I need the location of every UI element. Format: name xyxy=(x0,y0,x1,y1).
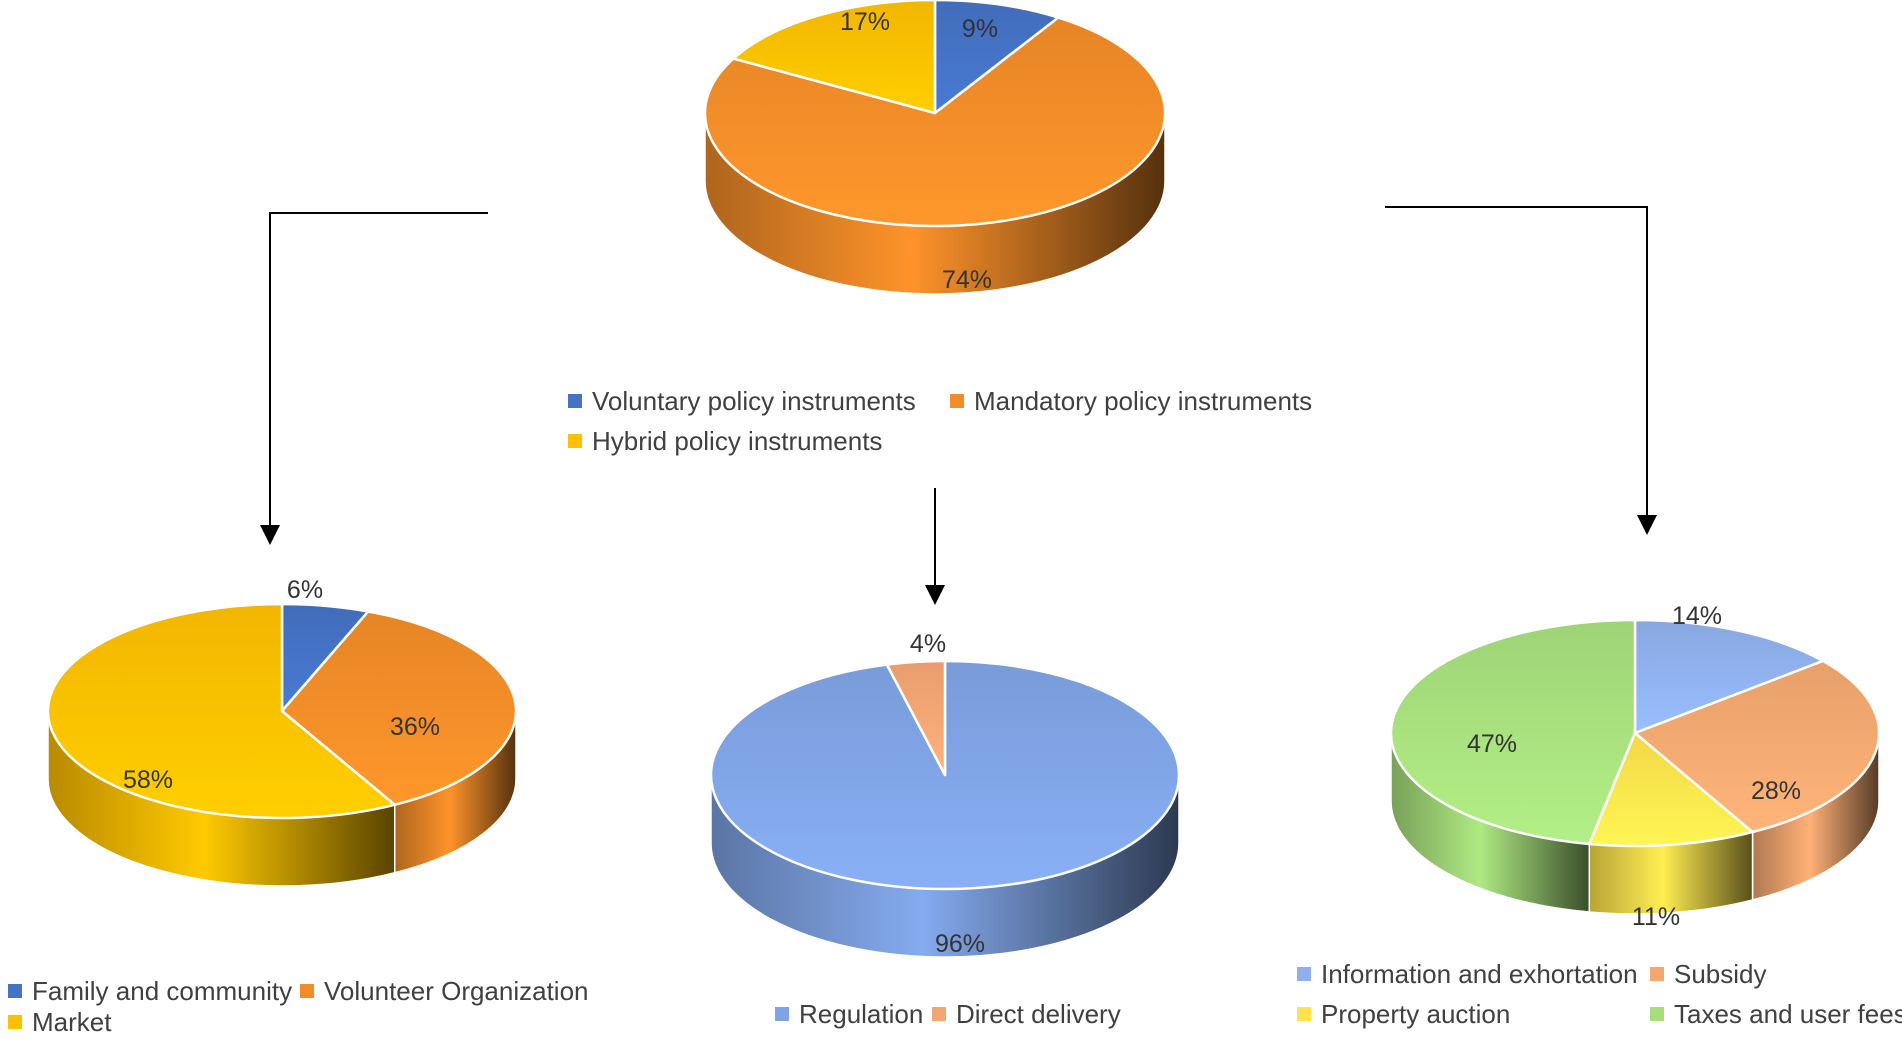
pie-top xyxy=(709,659,1181,891)
pie-slice-information-and-exhortation xyxy=(1633,618,1825,735)
legend-swatch-family-and-community xyxy=(8,984,22,998)
legend-swatch-property-auction xyxy=(1297,1007,1311,1021)
legend: Regulation Direct delivery xyxy=(775,999,1121,1029)
arrow-center-head xyxy=(925,585,945,605)
legend-swatch-volunteer-organization xyxy=(300,984,314,998)
legend: Information and exhortation Subsidy Proper… xyxy=(1297,959,1902,1029)
data-label-family-and-community: 6% xyxy=(287,576,323,604)
connector-arrows xyxy=(260,206,1657,605)
arrow-right xyxy=(1385,206,1648,515)
pie-slice-property-auction xyxy=(1588,731,1754,848)
data-label-mandatory-policy-instruments: 74% xyxy=(942,266,992,294)
data-label-voluntary-policy-instruments: 9% xyxy=(962,15,998,43)
legend-label-direct-delivery: Direct delivery xyxy=(956,999,1121,1029)
pie-slice-mandatory-policy-instruments xyxy=(703,16,1167,228)
legend-label-voluntary-policy-instruments: Voluntary policy instruments xyxy=(592,386,916,416)
pie-slice-subsidy xyxy=(1633,659,1881,834)
data-label-information-and-exhortation: 14% xyxy=(1672,602,1722,630)
legend-swatch-market xyxy=(8,1015,22,1029)
data-label-volunteer-organization: 36% xyxy=(390,713,440,741)
data-label-property-auction: 11% xyxy=(1632,903,1680,931)
data-label-hybrid-policy-instruments: 17% xyxy=(840,8,890,36)
pie-slice-voluntary-policy-instruments xyxy=(933,0,1060,115)
pie-slice-market xyxy=(46,602,396,820)
data-label-taxes-and-user-fees: 47% xyxy=(1467,730,1517,758)
pie-top xyxy=(46,602,518,820)
pie-side-walls xyxy=(1390,732,1880,915)
legend-label-subsidy: Subsidy xyxy=(1674,959,1767,989)
legend-label-volunteer-organization: Volunteer Organization xyxy=(324,976,589,1006)
pie-slice-taxes-and-user-fees xyxy=(1389,618,1637,846)
legend-swatch-voluntary-policy-instruments xyxy=(568,394,582,408)
data-label-subsidy: 28% xyxy=(1751,777,1801,805)
legend-swatch-subsidy xyxy=(1650,967,1664,981)
legend-label-mandatory-policy-instruments: Mandatory policy instruments xyxy=(974,386,1312,416)
pie-chart-mandatory: 96% 4% Regulation Direct delivery xyxy=(709,630,1181,1029)
legend-swatch-information-and-exhortation xyxy=(1297,967,1311,981)
data-label-regulation: 96% xyxy=(935,930,985,958)
pie-chart-voluntary: 6% 36% 58% Family and community Volunteer Or… xyxy=(8,576,589,1037)
legend: Voluntary policy instruments Mandatory po… xyxy=(568,386,1312,456)
legend-swatch-taxes-and-user-fees xyxy=(1650,1007,1664,1021)
pie-slice-hybrid-policy-instruments xyxy=(732,0,937,115)
legend-label-market: Market xyxy=(32,1007,112,1037)
legend-swatch-regulation xyxy=(775,1007,789,1021)
pie-top xyxy=(1389,618,1881,848)
pie-slice-direct-delivery xyxy=(885,659,947,777)
legend-label-hybrid-policy-instruments: Hybrid policy instruments xyxy=(592,426,882,456)
legend-label-information-and-exhortation: Information and exhortation xyxy=(1321,959,1638,989)
arrow-left xyxy=(269,212,488,525)
legend-swatch-direct-delivery xyxy=(932,1007,946,1021)
pie-top xyxy=(703,0,1167,228)
legend-label-family-and-community: Family and community xyxy=(32,976,292,1006)
pie-slice-volunteer-organization xyxy=(280,610,518,807)
pie-chart-policy-instruments: 9% 74% 17% Voluntary policy instruments Mand… xyxy=(568,0,1312,456)
legend-label-regulation: Regulation xyxy=(799,999,923,1029)
legend-swatch-mandatory-policy-instruments xyxy=(950,394,964,408)
arrow-right-head xyxy=(1637,515,1657,535)
data-label-market: 58% xyxy=(123,766,173,794)
pie-chart-hybrid: 14% 28% 11% 47% Information and exhortation S… xyxy=(1297,602,1902,1029)
legend: Family and community Volunteer Organizati… xyxy=(8,976,589,1037)
legend-label-property-auction: Property auction xyxy=(1321,999,1510,1029)
legend-label-taxes-and-user-fees: Taxes and user fees xyxy=(1674,999,1902,1029)
legend-swatch-hybrid-policy-instruments xyxy=(568,434,582,448)
data-label-direct-delivery: 4% xyxy=(910,630,946,658)
arrow-left-head xyxy=(260,525,280,545)
